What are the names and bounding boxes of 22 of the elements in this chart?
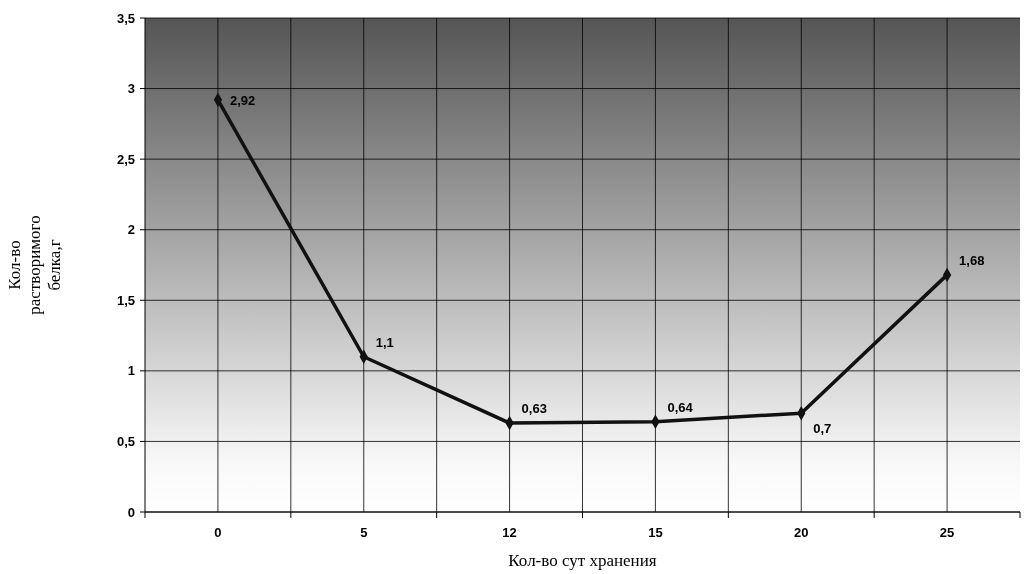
y-tick-label: 1,5 bbox=[116, 292, 135, 308]
x-tick-label: 25 bbox=[939, 525, 955, 540]
y-tick-label: 2 bbox=[127, 222, 135, 238]
x-tick-label: 20 bbox=[794, 525, 809, 540]
y-tick-label: 3,5 bbox=[116, 10, 135, 26]
x-axis-title: Кол-во сут хранения bbox=[508, 551, 657, 570]
data-label: 1,68 bbox=[959, 252, 985, 268]
y-tick-label: 3 bbox=[127, 81, 135, 97]
y-tick-label: 0 bbox=[127, 504, 135, 520]
x-tick-label: 12 bbox=[502, 525, 517, 540]
data-label: 0,63 bbox=[521, 401, 547, 417]
x-tick-label: 5 bbox=[360, 525, 368, 540]
data-label: 1,1 bbox=[375, 334, 394, 350]
y-tick-label: 1 bbox=[127, 363, 135, 379]
data-label: 2,92 bbox=[229, 92, 256, 108]
y-tick-label: 0,5 bbox=[116, 433, 135, 449]
x-tick-label: 0 bbox=[214, 525, 222, 540]
data-label: 0,64 bbox=[667, 399, 694, 415]
y-axis-title: Кол-во растворимого белка,г bbox=[4, 215, 65, 315]
data-label: 0,7 bbox=[813, 421, 832, 437]
y-tick-label: 2,5 bbox=[116, 151, 135, 167]
x-tick-label: 15 bbox=[648, 525, 663, 540]
